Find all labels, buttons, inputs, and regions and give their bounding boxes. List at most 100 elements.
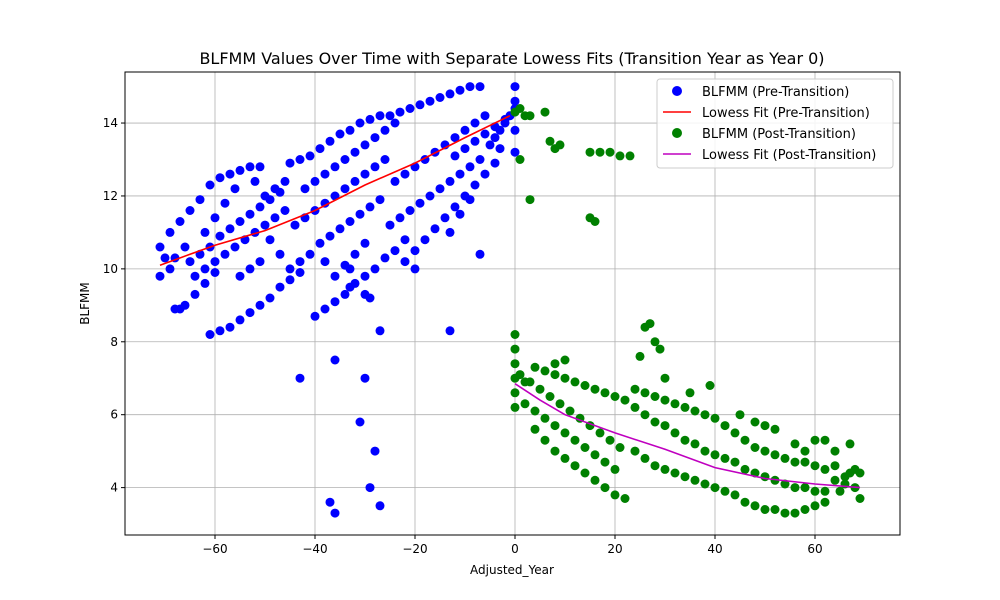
legend-label-pre-points: BLFMM (Pre-Transition)	[702, 85, 849, 100]
data-point	[610, 464, 620, 474]
data-point	[455, 169, 465, 179]
data-point	[580, 381, 590, 390]
data-point	[830, 446, 840, 456]
data-point	[430, 224, 440, 234]
data-point	[570, 377, 580, 387]
data-point	[790, 439, 800, 449]
data-point	[800, 457, 810, 467]
data-point	[760, 446, 770, 456]
legend-box	[656, 78, 894, 169]
data-point	[345, 217, 355, 226]
data-point	[275, 249, 285, 259]
data-point	[360, 373, 370, 383]
data-point	[470, 118, 480, 128]
data-point	[685, 388, 695, 398]
data-point	[230, 184, 240, 194]
data-point	[590, 217, 600, 226]
data-point	[305, 151, 315, 161]
data-point	[660, 395, 670, 405]
data-point	[295, 155, 305, 164]
data-point	[335, 224, 345, 234]
data-point	[540, 366, 550, 376]
data-point	[770, 505, 780, 514]
data-point	[330, 191, 340, 201]
data-point	[820, 435, 830, 445]
data-point	[730, 428, 740, 438]
data-point	[320, 169, 330, 179]
data-point	[485, 140, 495, 150]
data-point	[315, 238, 325, 248]
data-point	[760, 505, 770, 514]
y-tick-label: 8	[110, 335, 118, 349]
y-tick-label: 6	[110, 408, 118, 422]
y-tick-label: 10	[103, 262, 118, 276]
data-point	[335, 129, 345, 139]
data-point	[390, 246, 400, 256]
data-point	[200, 227, 210, 237]
data-point	[255, 162, 265, 172]
data-point	[300, 184, 310, 194]
data-point	[390, 118, 400, 128]
data-point	[640, 410, 650, 420]
data-point	[660, 421, 670, 431]
data-point	[190, 289, 200, 299]
data-point	[640, 453, 650, 463]
data-point	[810, 461, 820, 471]
data-point	[615, 151, 625, 161]
data-point	[470, 136, 480, 146]
post-transition-scatter	[510, 104, 865, 518]
data-point	[530, 424, 540, 434]
data-point	[480, 129, 490, 139]
data-point	[245, 308, 255, 318]
legend-label-post-points: BLFMM (Post-Transition)	[702, 127, 856, 142]
data-point	[360, 271, 370, 281]
data-point	[705, 381, 715, 390]
data-point	[370, 133, 380, 143]
data-point	[435, 184, 445, 194]
data-point	[445, 227, 455, 237]
data-point	[535, 384, 545, 394]
data-point	[810, 501, 820, 511]
data-point	[365, 293, 375, 303]
data-point	[225, 169, 235, 179]
data-point	[225, 322, 235, 332]
data-point	[560, 428, 570, 438]
data-point	[810, 435, 820, 445]
data-point	[330, 508, 340, 518]
data-point	[425, 96, 435, 106]
data-point	[620, 494, 630, 503]
data-point	[445, 176, 455, 186]
data-point	[295, 373, 305, 383]
data-point	[750, 501, 760, 511]
data-point	[700, 410, 710, 420]
data-point	[650, 417, 660, 427]
data-point	[605, 147, 615, 157]
data-point	[355, 417, 365, 427]
data-point	[585, 147, 595, 157]
x-axis-title: Adjusted_Year	[470, 563, 554, 577]
data-point	[450, 133, 460, 143]
data-point	[230, 242, 240, 252]
data-point	[630, 402, 640, 412]
data-point	[280, 206, 290, 215]
data-point	[650, 461, 660, 471]
data-point	[260, 191, 270, 201]
data-point	[455, 209, 465, 219]
data-point	[800, 505, 810, 514]
data-point	[350, 147, 360, 157]
data-point	[570, 461, 580, 471]
data-point	[750, 417, 760, 427]
data-point	[190, 271, 200, 281]
data-point	[690, 406, 700, 416]
data-point	[370, 446, 380, 456]
data-point	[630, 384, 640, 394]
data-point	[475, 249, 485, 259]
data-point	[160, 253, 170, 263]
data-point	[330, 355, 340, 365]
data-point	[700, 479, 710, 489]
data-point	[425, 191, 435, 201]
data-point	[255, 202, 265, 212]
data-point	[515, 104, 525, 113]
data-point	[270, 213, 280, 223]
data-point	[510, 359, 520, 369]
